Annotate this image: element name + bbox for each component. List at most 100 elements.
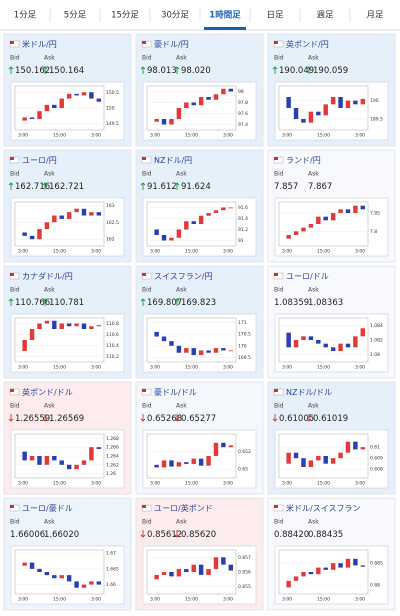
x-tick-label: 3:00 [91, 481, 101, 487]
candle [89, 92, 94, 99]
bid-label: Bid [10, 403, 20, 410]
candle [29, 329, 35, 340]
candle [169, 572, 174, 577]
candle [286, 97, 291, 108]
plot-frame [14, 549, 105, 595]
candle [293, 340, 299, 348]
candle [176, 345, 182, 353]
tab[interactable]: 月足 [366, 11, 384, 21]
candle [228, 564, 234, 571]
candle [286, 580, 291, 588]
candle [221, 207, 226, 211]
candle [81, 584, 87, 588]
tab[interactable]: 1時間足 [209, 10, 241, 21]
flag-part [10, 505, 14, 508]
pair-name: ユーロ/ドル [286, 272, 329, 281]
y-tick-label: 162.5 [106, 220, 119, 226]
pair-name: 英ポンド/ドル [22, 387, 73, 397]
trend-arrow [272, 66, 278, 74]
bid-value: 0.65268 [147, 414, 182, 424]
y-tick-label: 0.65 [238, 467, 248, 473]
candle [323, 104, 328, 116]
candle [323, 567, 328, 570]
ask-value: 0.65277 [181, 414, 216, 424]
x-tick-label: 15:00 [53, 365, 66, 371]
x-tick-label: 15:00 [53, 597, 66, 603]
candle [169, 341, 174, 346]
x-tick-label: 3:00 [150, 249, 160, 255]
candle [22, 232, 27, 236]
pair-name: カナダドル/円 [22, 271, 73, 281]
y-tick-label: 190 [370, 98, 379, 104]
candle [198, 564, 204, 575]
candle [221, 557, 226, 565]
candle [81, 323, 87, 329]
candle [74, 93, 79, 96]
candle [228, 350, 234, 352]
pair-name: 英ポンド/円 [286, 39, 329, 49]
candle [44, 104, 50, 112]
candle [198, 215, 204, 224]
y-tick-label: 170 [238, 343, 247, 349]
tab[interactable]: 1分足 [14, 11, 37, 21]
y-tick-label: 0.856 [238, 570, 251, 576]
candle [338, 563, 343, 568]
bid-value: 150.162 [15, 66, 50, 76]
candle [330, 458, 336, 464]
tab[interactable]: 日足 [266, 11, 284, 21]
x-tick-label: 15:00 [317, 249, 330, 255]
flag-part [142, 505, 146, 508]
tab[interactable]: 週足 [316, 11, 334, 21]
x-tick-label: 3:00 [150, 481, 160, 487]
x-tick-label: 15:00 [185, 249, 198, 255]
trend-arrow [306, 414, 312, 422]
x-tick-label: 15:00 [317, 481, 330, 487]
candle [308, 224, 314, 228]
y-tick-label: 1.665 [106, 566, 119, 572]
flag-part [142, 273, 146, 276]
candle [74, 464, 79, 470]
tab[interactable]: 5分足 [64, 11, 87, 21]
ask-label: Ask [308, 287, 319, 294]
flag-part [10, 157, 14, 160]
ask-label: Ask [44, 171, 55, 178]
y-tick-label: 149.5 [106, 121, 119, 127]
tab[interactable]: 15分足 [111, 11, 139, 21]
candle [66, 575, 72, 582]
trend-arrow [174, 298, 180, 306]
y-tick-label: 97.6 [238, 111, 248, 117]
bid-value: 190.049 [279, 66, 314, 76]
candle [22, 562, 27, 566]
candle [161, 572, 167, 575]
x-tick-label: 3:00 [282, 365, 292, 371]
candle [360, 98, 366, 105]
y-tick-label: 110.2 [106, 354, 119, 360]
candle [316, 456, 321, 461]
ask-value: 150.164 [49, 66, 84, 76]
x-tick-label: 3:00 [150, 597, 160, 603]
ask-value: 1.26569 [49, 414, 84, 424]
y-tick-label: 0.857 [238, 555, 251, 561]
candle [345, 100, 351, 108]
candle [74, 581, 79, 588]
candle [353, 441, 358, 450]
tab[interactable]: 30分足 [161, 11, 189, 21]
bid-label: Bid [142, 403, 152, 410]
bid-label: Bid [274, 171, 284, 178]
candle [37, 111, 42, 119]
